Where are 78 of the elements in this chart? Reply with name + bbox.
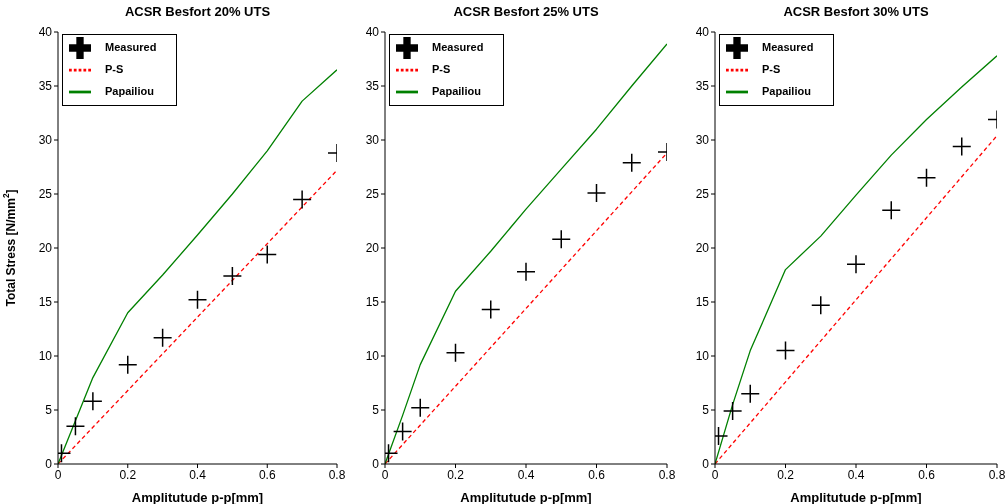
legend-label: Measured [105,40,157,53]
legend-label: P-S [762,62,781,75]
x-tick-label: 0.8 [988,467,1005,482]
y-tick-label: 40 [365,25,380,40]
x-tick-label: 0.2 [777,467,795,482]
y-tick-label: 30 [695,133,710,148]
legend-label: P-S [105,62,124,75]
point [187,290,208,310]
legend-label: Papailiou [105,84,154,97]
legend-label: P-S [432,62,451,75]
y-tick-label: 30 [365,133,380,148]
point [846,254,866,274]
point [516,262,536,282]
x-tick-label: 0.4 [517,467,535,482]
y-tick-label: 5 [45,403,53,418]
x-tick-label: 0.6 [258,467,276,482]
x-axis-title: Amplitutude p-p[mm] [131,490,264,504]
x-tick-label: 0.6 [588,467,606,482]
point [586,183,607,203]
point [722,401,743,421]
x-tick-label: 0.4 [847,467,865,482]
y-tick-label: 0 [702,457,710,472]
point [775,340,796,361]
point [916,168,937,188]
y-tick-label: 20 [365,241,380,256]
point [152,327,173,348]
x-tick-label: 0.8 [658,467,676,482]
y-tick-label: 35 [38,79,53,94]
chart-title: ACSR Besfort 20% UTS [123,3,272,21]
legend-label: Papailiou [432,84,481,97]
y-tick-label: 15 [365,295,380,310]
point [222,266,243,286]
y-tick-label: 5 [372,403,380,418]
chart-title: ACSR Besfort 30% UTS [782,3,930,21]
legend-label: Measured [432,40,484,53]
y-tick-label: 10 [695,349,710,364]
point [118,354,138,375]
point [740,384,760,404]
legend-label: Measured [762,40,814,53]
x-tick-label: 0.8 [328,467,346,482]
y-tick-label: 20 [695,241,710,256]
chart-title: ACSR Besfort 25% UTS [452,3,600,21]
x-tick-label: 0.2 [119,467,137,482]
point [881,200,901,220]
y-tick-label: 25 [38,187,53,202]
point [65,416,86,436]
x-axis-title: Amplitutude p-p[mm] [790,490,922,504]
x-tick-label: 0.6 [918,467,936,482]
point [292,189,312,210]
x-tick-label: 0.4 [189,467,207,482]
y-tick-label: 5 [702,403,710,418]
point [551,229,571,250]
point [811,295,831,315]
y-tick-label: 40 [38,25,53,40]
y-tick-label: 35 [365,79,380,94]
point [481,299,501,320]
point [392,421,413,442]
y-tick-label: 10 [38,349,53,364]
point [952,136,972,157]
point [410,398,430,418]
legend-label: Papailiou [762,84,811,97]
x-tick-label: 0.2 [447,467,465,482]
y-tick-label: 10 [365,349,380,364]
y-tick-label: 0 [372,457,380,472]
y-tick-label: 25 [365,187,380,202]
y-tick-label: 0 [45,457,53,472]
y-tick-label: 30 [38,133,53,148]
y-tick-label: 20 [38,241,53,256]
point [445,343,466,363]
point [257,244,277,265]
y-tick-label: 15 [695,295,710,310]
y-tick-label: 15 [38,295,53,310]
y-tick-label: 25 [695,187,710,202]
y-tick-label: 35 [695,79,710,94]
point [83,391,103,412]
x-axis-title: Amplitutude p-p[mm] [460,490,592,504]
point [622,152,642,173]
y-tick-label: 40 [695,25,710,40]
